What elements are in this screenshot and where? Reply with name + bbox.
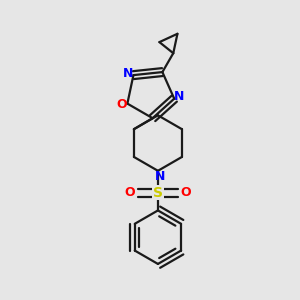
- Text: O: O: [180, 186, 191, 199]
- Text: N: N: [155, 170, 165, 183]
- Text: N: N: [174, 90, 184, 103]
- Text: S: S: [153, 186, 163, 200]
- Text: O: O: [125, 186, 136, 199]
- Text: N: N: [123, 67, 134, 80]
- Text: O: O: [116, 98, 127, 111]
